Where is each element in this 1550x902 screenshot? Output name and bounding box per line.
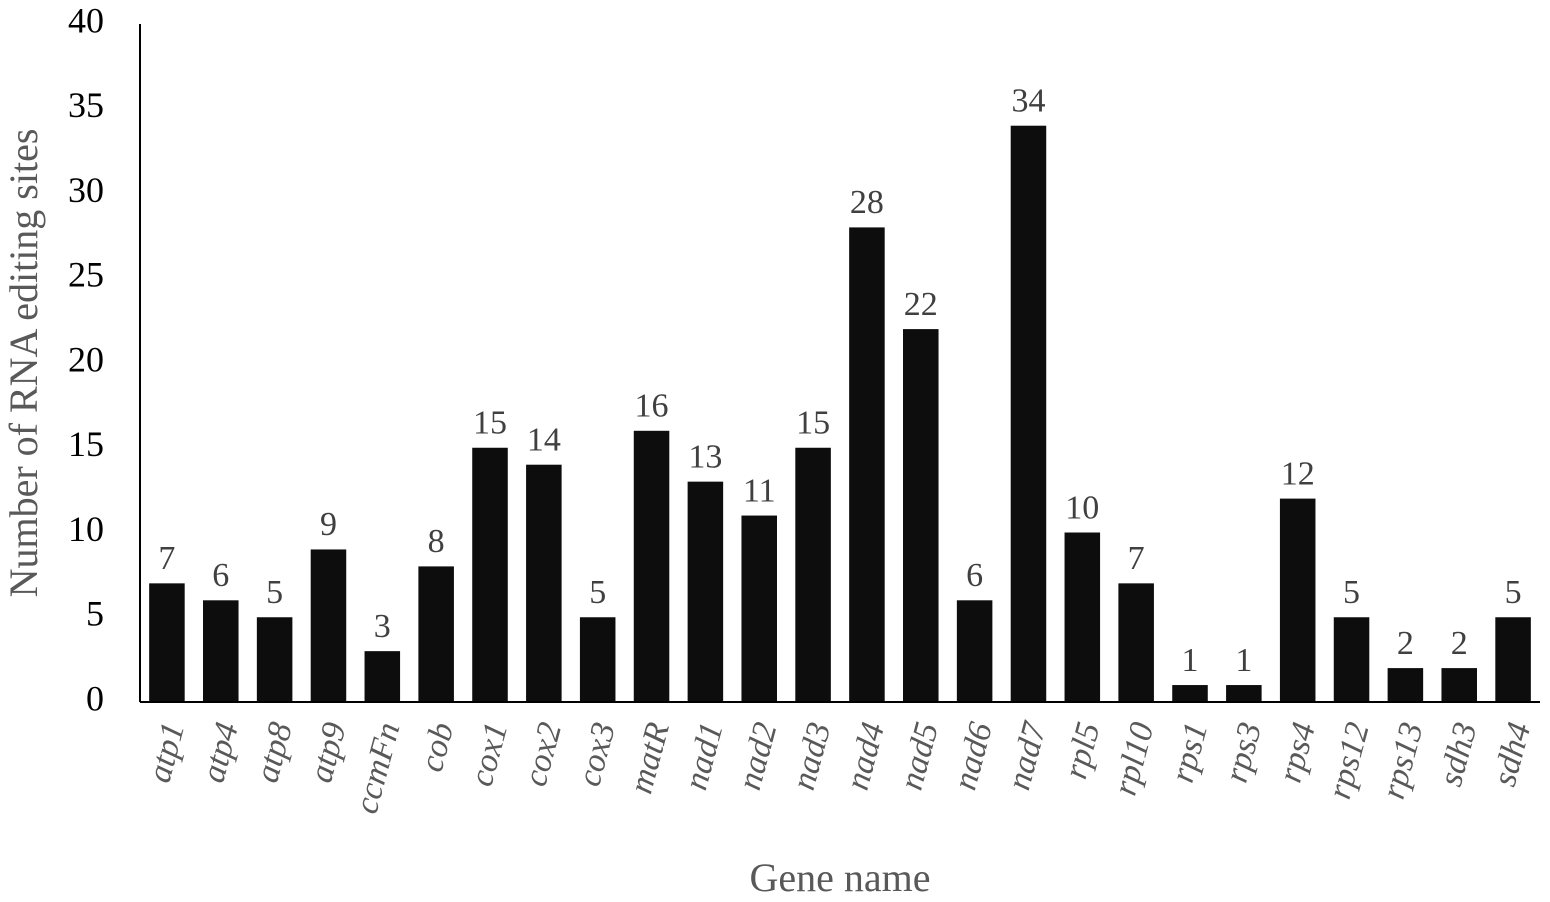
bar	[795, 447, 831, 702]
x-tick-label: rps1	[1164, 719, 1215, 787]
x-tick-label: matR	[622, 718, 676, 797]
value-label: 6	[966, 557, 983, 594]
x-tick-label: cox2	[517, 719, 569, 791]
x-tick-label: rpl5	[1057, 719, 1107, 783]
x-tick-label: nad2	[731, 719, 784, 794]
bar	[849, 227, 885, 702]
value-label: 5	[1505, 574, 1522, 611]
value-label: 3	[374, 608, 391, 645]
x-tick-label: nad1	[677, 719, 730, 794]
x-tick-label: rps4	[1272, 719, 1323, 787]
bar	[1118, 583, 1154, 702]
bar	[310, 549, 347, 702]
value-label: 1	[1235, 642, 1252, 679]
bar	[687, 481, 724, 702]
value-label: 12	[1281, 455, 1315, 492]
x-tick-label: nad6	[947, 719, 1000, 794]
x-tick-label: cob	[413, 719, 461, 776]
value-label: 34	[1011, 82, 1045, 119]
y-tick-label: 25	[68, 255, 104, 295]
bar	[149, 583, 185, 702]
bar	[526, 464, 562, 702]
bar	[418, 566, 454, 702]
x-tick-label: rpl10	[1107, 719, 1162, 800]
bar	[1064, 532, 1101, 702]
x-axis-title: Gene name	[749, 855, 930, 900]
bar	[1172, 685, 1208, 702]
x-tick-label: nad3	[785, 719, 838, 794]
value-label: 1	[1182, 642, 1199, 679]
x-tick-label: cox3	[571, 719, 623, 791]
bar	[256, 617, 293, 702]
bar	[203, 600, 239, 702]
x-tick-label: nad7	[1000, 717, 1054, 794]
x-tick-label: rps12	[1321, 719, 1377, 803]
x-tick-label: nad4	[839, 719, 892, 794]
y-tick-label: 15	[68, 424, 104, 464]
value-label: 13	[688, 438, 722, 475]
bar	[1010, 125, 1047, 702]
y-axis-title: Number of RNA editing sites	[1, 129, 46, 598]
x-tick-label: rps13	[1375, 719, 1431, 803]
value-label: 2	[1397, 625, 1414, 662]
value-label: 7	[1128, 540, 1145, 577]
bar	[579, 617, 616, 702]
bar	[903, 329, 939, 702]
value-label: 15	[796, 405, 830, 442]
value-label: 7	[158, 540, 175, 577]
value-label: 16	[635, 388, 669, 425]
x-tick-label: atp8	[248, 719, 299, 787]
value-label: 28	[850, 184, 884, 221]
value-label: 2	[1451, 625, 1468, 662]
bar	[1387, 668, 1424, 702]
x-tick-label: cox1	[463, 719, 515, 791]
value-label: 10	[1065, 489, 1099, 526]
value-label: 5	[1343, 574, 1360, 611]
value-label: 6	[212, 557, 229, 594]
x-tick-label: atp9	[302, 719, 353, 787]
bar	[472, 447, 508, 702]
y-tick-label: 10	[68, 509, 104, 549]
x-tick-label: nad5	[893, 719, 946, 794]
bar	[1441, 668, 1477, 702]
value-label: 14	[527, 421, 561, 458]
y-tick-label: 0	[86, 678, 104, 718]
bar	[364, 651, 401, 702]
value-label: 22	[904, 286, 938, 323]
value-label: 11	[743, 472, 776, 509]
y-tick-label: 35	[68, 85, 104, 125]
bar	[1333, 617, 1370, 702]
y-tick-label: 5	[86, 594, 104, 634]
value-label: 15	[473, 405, 507, 442]
x-tick-label: atp1	[141, 719, 192, 787]
y-tick-label: 40	[68, 0, 104, 40]
value-label: 9	[320, 506, 337, 543]
x-tick-label: rps3	[1218, 719, 1269, 787]
x-tick-label: sdh4	[1486, 719, 1538, 791]
bar	[741, 515, 777, 702]
bar	[1495, 617, 1531, 702]
bar	[956, 600, 993, 702]
x-tick-label: sdh3	[1432, 719, 1484, 791]
bar	[1226, 685, 1262, 702]
x-tick-label: atp4	[195, 719, 246, 787]
value-label: 5	[266, 574, 283, 611]
x-tick-label: ccmFn	[348, 719, 408, 818]
y-tick-label: 20	[68, 339, 104, 379]
bar	[633, 430, 670, 702]
y-tick-label: 30	[68, 170, 104, 210]
value-label: 5	[589, 574, 606, 611]
bar	[1279, 498, 1316, 702]
value-label: 8	[428, 523, 445, 560]
